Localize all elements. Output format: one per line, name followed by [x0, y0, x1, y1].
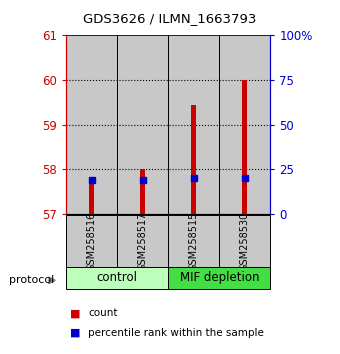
Bar	[242, 80, 247, 214]
Text: GDS3626 / ILMN_1663793: GDS3626 / ILMN_1663793	[83, 12, 257, 25]
Bar	[117, 35, 168, 214]
Text: protocol: protocol	[8, 275, 54, 285]
Bar	[168, 215, 219, 267]
Text: GSM258516: GSM258516	[87, 211, 97, 271]
Text: count: count	[88, 308, 118, 318]
Bar	[66, 35, 117, 214]
Text: ■: ■	[70, 328, 80, 338]
Bar	[140, 170, 145, 214]
Text: control: control	[97, 271, 138, 284]
Text: GSM258530: GSM258530	[240, 211, 250, 271]
Text: MIF depletion: MIF depletion	[180, 271, 259, 284]
Bar	[66, 215, 117, 267]
Bar	[168, 267, 270, 289]
Bar	[191, 105, 196, 214]
Text: ■: ■	[70, 308, 80, 318]
Text: GSM258517: GSM258517	[138, 211, 148, 271]
Text: percentile rank within the sample: percentile rank within the sample	[88, 328, 264, 338]
Bar	[168, 35, 219, 214]
Text: GSM258515: GSM258515	[189, 211, 199, 271]
Bar	[89, 183, 94, 214]
Bar	[219, 35, 270, 214]
Bar	[219, 215, 270, 267]
Bar	[66, 267, 168, 289]
Bar	[117, 215, 168, 267]
